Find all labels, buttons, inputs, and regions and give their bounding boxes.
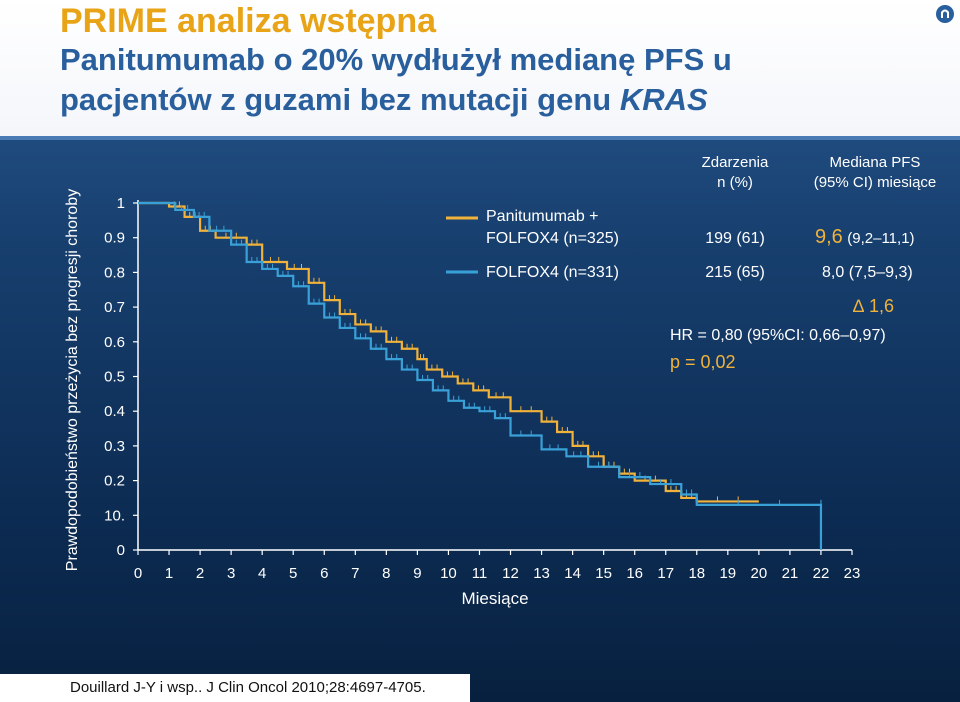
y-tick-label: 0.9 [104, 230, 125, 247]
legend-label-folfox: FOLFOX4 (n=331) [486, 264, 619, 281]
citation-box: Douillard J-Y i wsp.. J Clin Oncol 2010;… [0, 674, 470, 702]
x-tick-label: 6 [320, 565, 328, 582]
kras-gene-label: KRAS [619, 82, 708, 117]
x-tick-label: 19 [719, 565, 736, 582]
y-tick-label: 10. [104, 507, 125, 524]
x-tick-label: 7 [351, 565, 359, 582]
x-tick-label: 18 [688, 565, 705, 582]
x-tick-label: 4 [258, 565, 266, 582]
x-axis-title: Miesiące [461, 589, 529, 608]
x-tick-label: 20 [751, 565, 768, 582]
x-tick-label: 9 [413, 565, 421, 582]
delta-median-pfs: ∆ 1,6 [853, 296, 895, 316]
table-header-events-l1: Zdarzenia [701, 154, 769, 171]
y-tick-label: 0.5 [104, 369, 125, 386]
y-axis-title: Prawdopodobieństwo przeżycia bez progres… [64, 188, 81, 572]
table-header-pfs-l2: (95% CI) miesiące [813, 174, 937, 191]
x-tick-label: 21 [782, 565, 799, 582]
x-tick-label: 1 [165, 565, 173, 582]
folfox-curve [138, 201, 823, 550]
panitumumab-median-pfs: 9,6 (9,2–11,1) [815, 226, 915, 248]
y-tick-label: 1 [117, 195, 125, 212]
x-tick-label: 16 [626, 565, 643, 582]
header-bar: PRIME analiza wstępna Panitumumab o 20% … [0, 0, 960, 136]
table-header-events-l2: n (%) [717, 174, 753, 191]
x-tick-label: 5 [289, 565, 297, 582]
y-tick-label: 0.8 [104, 264, 125, 281]
y-tick-label: 0.3 [104, 438, 125, 455]
chart-axes: 10.90.80.70.60.50.40.30.210.00 1 2 3 4 5 6 7 8 9 1… [104, 195, 860, 582]
x-tick-label: 2 [196, 565, 204, 582]
legend-label-panitumumab-l1: Panitumumab + [486, 208, 599, 225]
y-tick-label: 0.6 [104, 334, 125, 351]
x-tick-label: 12 [502, 565, 519, 582]
x-tick-label: 15 [595, 565, 612, 582]
x-tick-label: 17 [657, 565, 674, 582]
chart-series [138, 201, 823, 550]
header-divider [0, 136, 960, 140]
citation-text: Douillard J-Y i wsp.. J Clin Oncol 2010;… [70, 679, 426, 696]
x-tick-label: 11 [472, 565, 488, 582]
x-tick-label: 14 [564, 565, 581, 582]
x-tick-label: 23 [844, 565, 861, 582]
y-tick-label: 0.4 [104, 403, 125, 420]
folfox-events: 215 (65) [705, 264, 765, 281]
y-tick-label: 0 [117, 542, 125, 559]
table-header-pfs-l1: Mediana PFS [829, 154, 921, 171]
legend-label-panitumumab-l2: FOLFOX4 (n=325) [486, 230, 619, 247]
y-tick-label: 0.2 [104, 473, 125, 490]
legend [446, 216, 478, 274]
x-tick-label: 13 [533, 565, 550, 582]
slide-subtitle-line2: pacjentów z guzami bez mutacji genu KRAS [60, 82, 708, 117]
panitumumab-curve [138, 201, 759, 503]
slide-subtitle-line1: Panitumumab o 20% wydłużył medianę PFS u [60, 42, 732, 77]
x-tick-label: 22 [813, 565, 830, 582]
x-tick-label: 0 [134, 565, 142, 582]
x-tick-label: 10 [440, 565, 457, 582]
p-value: p = 0,02 [670, 352, 736, 372]
y-tick-label: 0.7 [104, 299, 125, 316]
x-tick-label: 8 [382, 565, 390, 582]
panitumumab-events: 199 (61) [705, 230, 765, 247]
x-tick-label: 3 [227, 565, 235, 582]
company-logo-icon [936, 5, 954, 23]
slide-title: PRIME analiza wstępna [60, 2, 436, 40]
hazard-ratio: HR = 0,80 (95%CI: 0,66–0,97) [670, 327, 886, 344]
folfox-median-pfs: 8,0 (7,5–9,3) [822, 264, 913, 281]
